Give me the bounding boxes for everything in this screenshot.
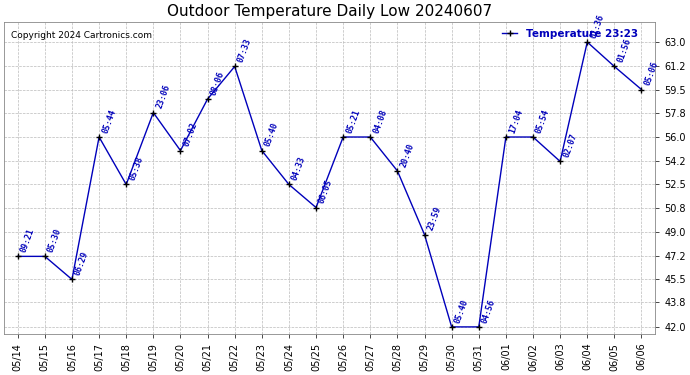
Temperature 23:23 — [610, 64, 618, 69]
Temperature 23:23 — [420, 232, 428, 237]
Temperature 23:23 — [122, 182, 130, 187]
Temperature 23:23 — [448, 325, 456, 329]
Temperature 23:23 — [41, 254, 49, 259]
Title: Outdoor Temperature Daily Low 20240607: Outdoor Temperature Daily Low 20240607 — [167, 4, 492, 19]
Temperature 23:23 — [257, 148, 266, 153]
Text: 05:06: 05:06 — [643, 60, 660, 87]
Temperature 23:23 — [312, 205, 320, 210]
Text: 05:40: 05:40 — [263, 121, 280, 148]
Text: 01:56: 01:56 — [615, 37, 633, 64]
Legend: Temperature 23:23: Temperature 23:23 — [497, 25, 642, 43]
Text: 23:59: 23:59 — [426, 206, 443, 232]
Text: 05:21: 05:21 — [344, 108, 362, 134]
Text: 06:05: 06:05 — [317, 178, 335, 205]
Text: 23:06: 23:06 — [155, 83, 172, 110]
Text: 05:54: 05:54 — [534, 108, 551, 134]
Text: 09:21: 09:21 — [19, 227, 36, 254]
Temperature 23:23 — [638, 87, 646, 92]
Text: 05:40: 05:40 — [453, 298, 470, 324]
Text: Copyright 2024 Cartronics.com: Copyright 2024 Cartronics.com — [10, 31, 152, 40]
Text: 01:36: 01:36 — [589, 13, 606, 39]
Temperature 23:23 — [230, 64, 239, 69]
Temperature 23:23 — [529, 135, 537, 139]
Text: 02:07: 02:07 — [562, 132, 578, 159]
Text: 07:02: 07:02 — [181, 121, 199, 148]
Line: Temperature 23:23: Temperature 23:23 — [15, 39, 644, 330]
Temperature 23:23 — [339, 135, 347, 139]
Temperature 23:23 — [14, 254, 22, 259]
Text: 04:56: 04:56 — [480, 298, 497, 324]
Text: 05:30: 05:30 — [46, 227, 63, 254]
Text: 17:04: 17:04 — [507, 108, 524, 134]
Temperature 23:23 — [556, 159, 564, 164]
Temperature 23:23 — [366, 135, 375, 139]
Text: 04:08: 04:08 — [372, 108, 388, 134]
Text: 07:33: 07:33 — [236, 37, 253, 64]
Temperature 23:23 — [393, 169, 402, 173]
Text: 04:33: 04:33 — [290, 155, 307, 182]
Temperature 23:23 — [204, 97, 212, 101]
Text: 05:44: 05:44 — [101, 108, 117, 134]
Text: 06:29: 06:29 — [73, 250, 90, 277]
Temperature 23:23 — [177, 148, 185, 153]
Temperature 23:23 — [95, 135, 104, 139]
Text: 05:38: 05:38 — [128, 155, 145, 182]
Temperature 23:23 — [583, 40, 591, 44]
Temperature 23:23 — [475, 325, 483, 329]
Text: 20:40: 20:40 — [399, 142, 416, 168]
Text: 08:06: 08:06 — [209, 70, 226, 96]
Temperature 23:23 — [502, 135, 510, 139]
Temperature 23:23 — [285, 182, 293, 187]
Temperature 23:23 — [68, 277, 76, 282]
Temperature 23:23 — [149, 110, 157, 115]
